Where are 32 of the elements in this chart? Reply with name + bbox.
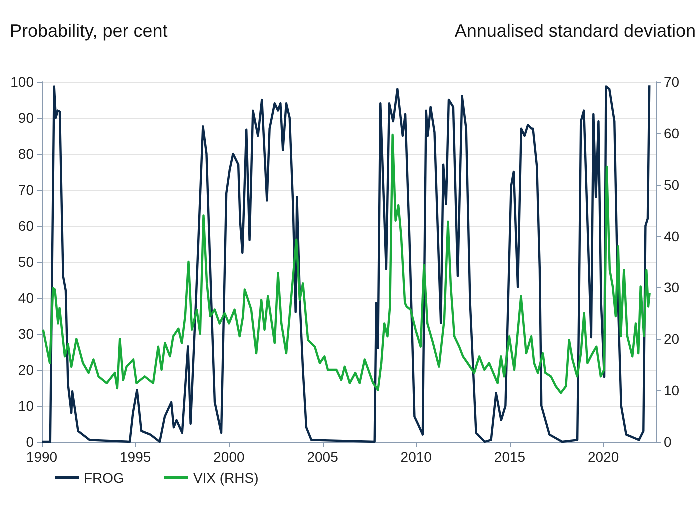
y2-tick-label: 70: [664, 74, 680, 90]
y-tick-label: 30: [18, 326, 34, 342]
legend-label: VIX (RHS): [193, 470, 259, 486]
y-tick-label: 40: [18, 290, 34, 306]
y-tick-label: 0: [26, 434, 34, 450]
y2-tick-label: 0: [664, 434, 672, 450]
line-series: [40, 84, 651, 444]
y2-tick-label: 60: [664, 125, 680, 142]
y2-axis-title: Annualised standard deviation: [454, 21, 696, 41]
x-tick-label: 1995: [120, 449, 152, 465]
y2-tick-label: 40: [664, 228, 680, 244]
y-tick-label: 50: [18, 254, 34, 270]
y2-tick-label: 30: [664, 280, 680, 296]
y-tick-label: 70: [18, 182, 34, 198]
y2-tick-label: 20: [664, 331, 680, 348]
x-tick-label: 2000: [214, 449, 245, 465]
x-tick-label: 2015: [494, 449, 526, 465]
y-tick-label: 80: [18, 146, 34, 162]
y-tick-label: 20: [18, 362, 34, 378]
y-axis-title: Probability, per cent: [10, 21, 168, 41]
line-series: [42, 134, 651, 394]
x-tick-label: 1990: [26, 449, 58, 465]
legend-label: FROG: [84, 470, 124, 486]
y-tick-label: 60: [18, 218, 34, 234]
y-tick-label: 100: [10, 74, 34, 90]
y2-tick-label: 50: [664, 176, 680, 193]
x-tick-label: 2005: [307, 449, 339, 465]
y2-tick-label: 10: [664, 382, 680, 399]
y-tick-label: 90: [18, 110, 34, 126]
x-tick-label: 2010: [400, 449, 432, 465]
y-tick-label: 10: [18, 398, 34, 414]
x-tick-label: 2020: [588, 449, 620, 465]
